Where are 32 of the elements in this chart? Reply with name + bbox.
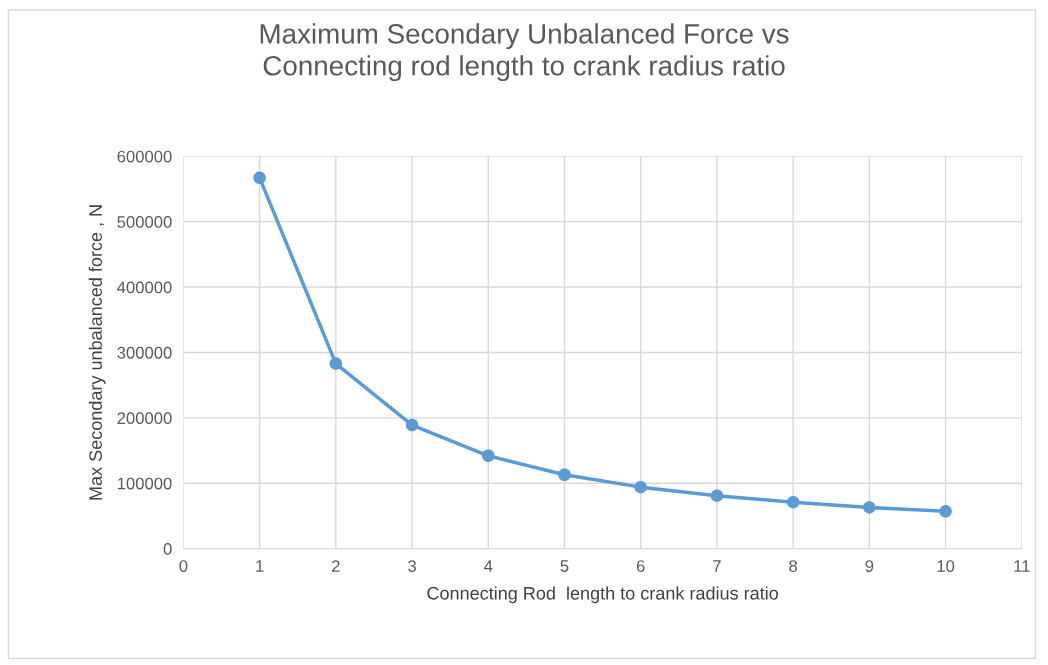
x-tick-label: 2 (332, 560, 340, 572)
y-tick-label: 600000 (117, 150, 172, 163)
x-axis-title: Connecting Rod length to crank radius ratio (427, 586, 778, 604)
point (482, 449, 495, 463)
point (939, 505, 952, 518)
point (863, 501, 876, 514)
point (634, 480, 647, 494)
x-tick-label: 7 (713, 560, 721, 572)
x-tick-label: 5 (560, 560, 569, 572)
point (710, 489, 724, 502)
x-tick-label: 0 (179, 560, 188, 572)
point (253, 171, 266, 185)
x-tick-label: 9 (865, 560, 874, 572)
x-tick-label: 11 (1014, 560, 1030, 572)
y-tick-label: 200000 (117, 412, 172, 425)
y-tick-label: 0 (163, 543, 172, 555)
x-tick-label: 6 (636, 560, 645, 572)
x-tick-label: 4 (484, 560, 493, 572)
y-axis-title: Max Secondary unbalanced force , N (88, 205, 106, 500)
x-tick-label: 1 (256, 560, 264, 572)
point (558, 468, 571, 481)
y-tick-label: 100000 (117, 477, 172, 490)
x-tick-label: 10 (937, 560, 955, 572)
x-tick-label: 8 (789, 560, 798, 572)
point (329, 357, 343, 370)
y-tick-label: 400000 (117, 281, 172, 294)
point (405, 418, 419, 432)
y-tick-label: 300000 (117, 346, 172, 359)
x-tick-label: 3 (408, 560, 416, 572)
point (786, 495, 800, 509)
y-tick-label: 500000 (117, 216, 172, 228)
chart-title: Maximum Secondary Unbalanced Force vs Connecting rod length to crank radius ratio (260, 23, 789, 82)
